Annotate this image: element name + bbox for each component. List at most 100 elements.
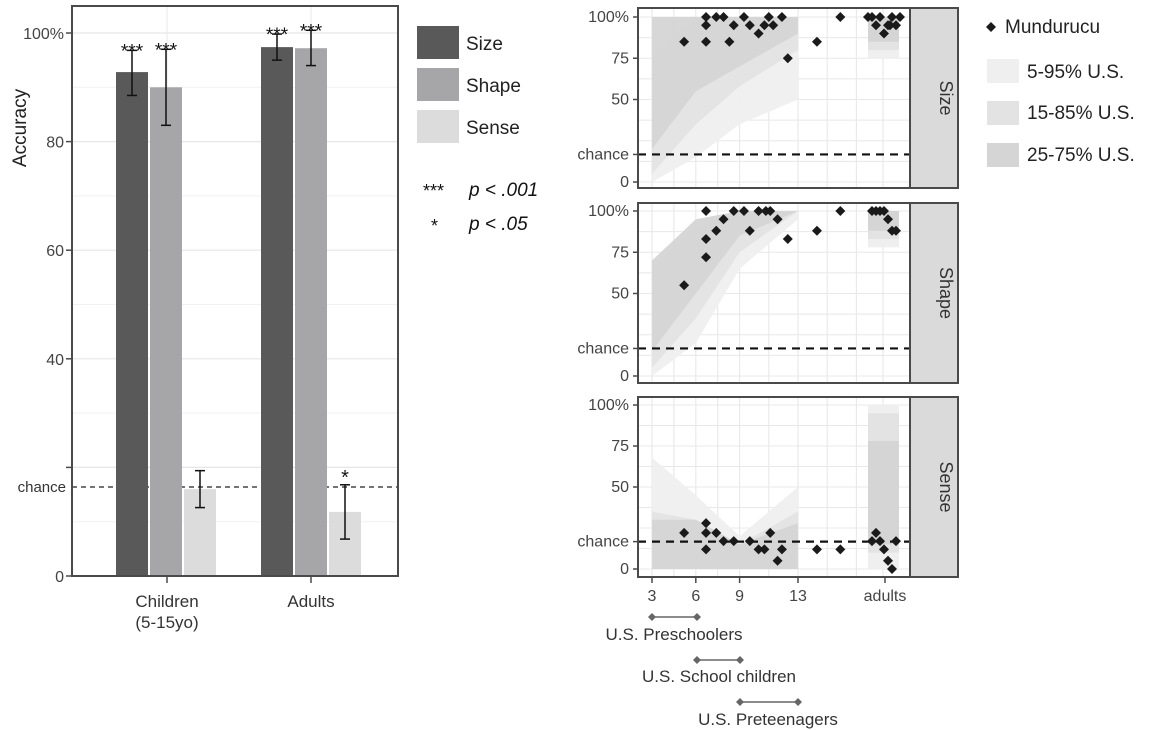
error-bar-sense-adults: [340, 484, 350, 540]
data-point: [871, 20, 881, 31]
band-adults-inner: [868, 441, 899, 545]
data-point: [782, 53, 793, 64]
error-bar-sense-children: [195, 469, 205, 509]
facet-y-ticks: 0 chance 50 75 100%: [577, 203, 638, 385]
x-tick-children-line1: Children: [135, 592, 198, 611]
facet-legend-label-15-85: 15-85% U.S.: [1027, 103, 1135, 124]
data-point: [753, 206, 764, 216]
facet-strip: [909, 7, 959, 189]
band-p25-75: [652, 17, 798, 149]
facet-x-ticks: 3 6 9 13 adults: [648, 577, 907, 605]
facet-panel-sense: Sense 0 chance 50 75 100%: [577, 396, 959, 578]
data-point: [765, 527, 776, 538]
data-point: [879, 544, 889, 555]
bar-chart-bars: *************: [116, 21, 361, 577]
facet-legend-band-15-85: 15-85% U.S.: [987, 101, 1135, 125]
y-tick-label: 40: [46, 352, 64, 369]
bar-shape-adults: [295, 48, 327, 577]
facet-legend-band-25-75: 25-75% U.S.: [987, 143, 1135, 167]
data-point: [871, 527, 881, 538]
data-point: [679, 36, 690, 47]
data-point: [782, 234, 793, 245]
data-point: [875, 12, 885, 22]
facet-y-tick-label: chance: [577, 146, 629, 163]
data-point: [879, 28, 889, 39]
error-bar-size-adults: [272, 33, 282, 61]
data-point: [765, 206, 776, 216]
bar-chart-y-ticks: 0 40 60 80 100%: [23, 26, 72, 586]
data-point: [811, 544, 822, 555]
data-point: [887, 12, 897, 22]
data-point: [744, 225, 755, 236]
data-point: [701, 20, 712, 31]
facet-strip: [909, 396, 959, 578]
facet-x-tick-label: 6: [691, 588, 700, 605]
data-point: [744, 20, 755, 31]
bar-legend: Size Shape Sense *** p < .001 * p < .05: [417, 26, 538, 236]
bar-legend-swatch-shape: [417, 68, 459, 101]
y-tick-label: 60: [46, 243, 64, 260]
x-tick-children-line2: (5-15yo): [135, 613, 198, 632]
data-point: [701, 527, 712, 538]
data-point: [759, 20, 770, 31]
data-point: [718, 536, 729, 547]
data-point: [811, 225, 822, 236]
data-point: [891, 20, 901, 31]
sig-legend-stars-001: ***: [423, 181, 444, 201]
data-point: [701, 252, 712, 263]
data-point: [772, 214, 783, 225]
facet-bands: [652, 17, 899, 182]
data-point: [728, 536, 739, 547]
facet-legend-label-25-75: 25-75% U.S.: [1027, 145, 1135, 166]
facet-chart: Size0chance5075100%Shape0chance5075100%S…: [577, 7, 959, 578]
bar-size-adults: [261, 47, 293, 577]
data-point: [759, 544, 770, 555]
sig-legend-text-001: p < .001: [468, 180, 538, 201]
data-point: [895, 12, 905, 22]
data-point: [879, 206, 889, 216]
facet-strip-label: Sense: [936, 461, 956, 512]
data-point: [883, 555, 893, 566]
facet-y-tick-label: 75: [611, 244, 629, 261]
facet-panel-size: Size 0 chance 50 75 100%: [577, 7, 959, 191]
data-point: [835, 206, 846, 216]
facet-x-axis: 3 6 9 13 adults: [648, 577, 907, 605]
bar-legend-item-sense: Sense: [417, 110, 520, 143]
data-point: [679, 280, 690, 291]
y-tick-label: 80: [46, 135, 64, 152]
facet-y-tick-label: 50: [611, 479, 629, 496]
facet-legend-label-5-95: 5-95% U.S.: [1027, 62, 1124, 83]
facet-legend-swatch-15-85: [987, 101, 1019, 125]
sig-legend-001: *** p < .001: [423, 180, 538, 201]
y-tick-label: 100%: [23, 26, 64, 43]
data-point: [718, 214, 729, 225]
data-point: [776, 12, 787, 22]
facet-legend-swatch-25-75: [987, 143, 1019, 167]
facet-y-tick-label: 50: [611, 286, 629, 303]
facet-y-tick-label: chance: [577, 534, 629, 551]
age-group-school-children: U.S. School children: [642, 656, 796, 686]
facet-y-tick-label: 75: [611, 50, 629, 67]
age-group-preteenagers-label: U.S. Preteenagers: [698, 710, 838, 729]
facet-y-tick-label: 75: [611, 438, 629, 455]
data-point: [728, 20, 739, 31]
sig-legend-05: * p < .05: [431, 214, 528, 236]
facet-legend-swatch-5-95: [987, 59, 1019, 83]
facet-y-tick-label: 0: [620, 368, 629, 385]
sig-legend-stars-05: *: [431, 216, 438, 236]
data-point: [887, 564, 897, 574]
band-p25-75: [652, 211, 798, 352]
bar-legend-label-sense: Sense: [466, 118, 520, 139]
data-point: [711, 527, 722, 538]
x-tick-adults: Adults: [287, 576, 335, 611]
facet-y-tick-label: 0: [620, 174, 629, 191]
significance-label: ***: [300, 21, 323, 42]
age-group-school-children-label: U.S. School children: [642, 667, 796, 686]
facet-x-tick-label: adults: [864, 588, 907, 605]
facet-points: [679, 12, 905, 64]
age-group-preteenagers: U.S. Preteenagers: [698, 698, 838, 729]
age-group-preschoolers: U.S. Preschoolers: [606, 613, 743, 644]
data-point: [728, 206, 739, 216]
data-point: [753, 544, 764, 555]
